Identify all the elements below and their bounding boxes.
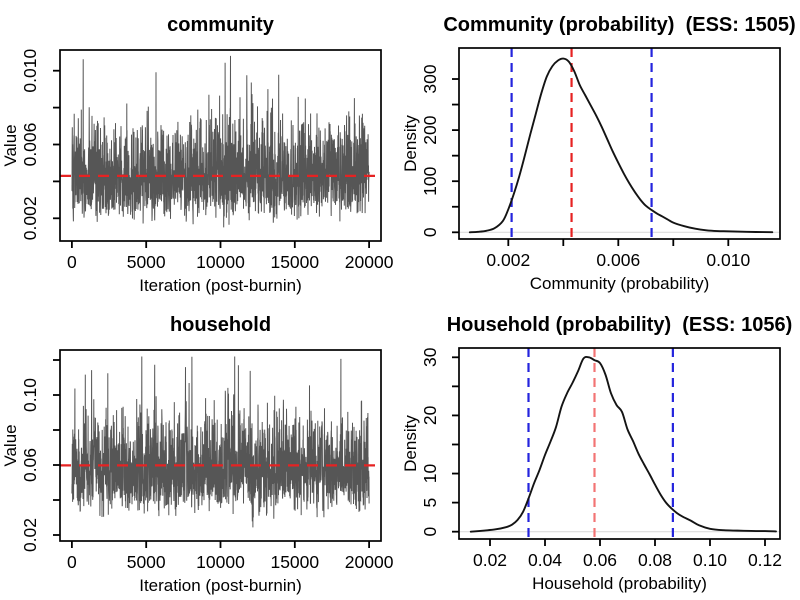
panel-community-density: Community (probability) (ESS: 1505) 0.002… bbox=[400, 0, 800, 300]
y-tick-label: 300 bbox=[420, 64, 440, 93]
x-tick-label: 0.06 bbox=[583, 550, 617, 570]
panel-title: community bbox=[167, 14, 275, 36]
household-trace-plot: household 0 5000 10000 15000 20000 0.02 0.06 0.1… bbox=[1, 314, 394, 595]
x-tick-label: 0.12 bbox=[748, 550, 782, 570]
x-tick-label: 0.04 bbox=[528, 550, 562, 570]
plot-box bbox=[59, 49, 382, 242]
x-tick-label: 0.10 bbox=[693, 550, 727, 570]
x-tick-label: 10000 bbox=[196, 252, 245, 272]
mcmc-trace-line bbox=[71, 356, 370, 528]
x-tick-label: 5000 bbox=[127, 552, 166, 572]
x-axis-title: Community (probability) bbox=[530, 274, 710, 293]
panel-title: Community (probability) (ESS: 1505) bbox=[443, 14, 795, 36]
x-tick-label: 20000 bbox=[345, 552, 394, 572]
x-tick-label: 0.08 bbox=[638, 550, 672, 570]
y-tick-label: 0.002 bbox=[20, 196, 40, 240]
x-axis-title: Iteration (post-burnin) bbox=[139, 576, 302, 595]
y-tick-label: 0.006 bbox=[20, 123, 40, 167]
y-tick-label: 10 bbox=[420, 464, 440, 484]
community-density-plot: Community (probability) (ESS: 1505) 0.002… bbox=[401, 14, 796, 293]
density-curve bbox=[469, 355, 777, 533]
y-tick-label: 0 bbox=[420, 527, 440, 537]
y-tick-label: 5 bbox=[420, 498, 440, 508]
y-tick-label: 30 bbox=[420, 347, 440, 367]
plot-box bbox=[59, 349, 382, 542]
panel-household-density: Household (probability) (ESS: 1056) 0.02 0… bbox=[400, 300, 800, 600]
x-tick-label: 0.02 bbox=[473, 550, 507, 570]
mcmc-trace-line bbox=[71, 55, 370, 228]
x-tick-label: 20000 bbox=[345, 252, 394, 272]
x-tick-label: 0.002 bbox=[486, 250, 530, 270]
panel-title: Household (probability) (ESS: 1056) bbox=[447, 314, 793, 336]
x-tick-label: 5000 bbox=[127, 252, 166, 272]
panel-title: household bbox=[170, 314, 271, 336]
y-axis-title: Density bbox=[401, 115, 420, 172]
y-axis-title: Density bbox=[401, 415, 420, 472]
y-tick-label: 0.010 bbox=[20, 49, 40, 93]
x-tick-label: 10000 bbox=[196, 552, 245, 572]
x-tick-label: 15000 bbox=[270, 252, 319, 272]
x-axis-title: Iteration (post-burnin) bbox=[139, 276, 302, 295]
x-tick-label: 0 bbox=[67, 252, 77, 272]
y-tick-label: 200 bbox=[420, 115, 440, 144]
plot-box bbox=[458, 47, 781, 240]
x-tick-label: 0.010 bbox=[706, 250, 750, 270]
plot-box bbox=[458, 347, 781, 540]
community-trace-plot: community 0 5000 10000 15000 20000 0.002 0.006 0… bbox=[1, 14, 394, 295]
y-tick-label: 0.02 bbox=[20, 518, 40, 552]
x-tick-label: 15000 bbox=[270, 552, 319, 572]
y-tick-label: 20 bbox=[420, 405, 440, 425]
panel-household-trace: household 0 5000 10000 15000 20000 0.02 0.06 0.1… bbox=[0, 300, 400, 600]
x-tick-label: 0.006 bbox=[596, 250, 640, 270]
household-density-plot: Household (probability) (ESS: 1056) 0.02 0… bbox=[401, 314, 793, 593]
x-tick-label: 0 bbox=[67, 552, 77, 572]
x-axis-title: Household (probability) bbox=[532, 574, 707, 593]
panel-community-trace: community 0 5000 10000 15000 20000 0.002 0.006 0… bbox=[0, 0, 400, 300]
y-axis-title: Value bbox=[1, 124, 20, 166]
y-tick-label: 0.10 bbox=[20, 378, 40, 412]
density-curve bbox=[468, 57, 774, 234]
y-tick-label: 100 bbox=[420, 166, 440, 195]
y-axis-title: Value bbox=[1, 424, 20, 466]
y-tick-label: 0.06 bbox=[20, 448, 40, 482]
y-tick-label: 0 bbox=[420, 227, 440, 237]
